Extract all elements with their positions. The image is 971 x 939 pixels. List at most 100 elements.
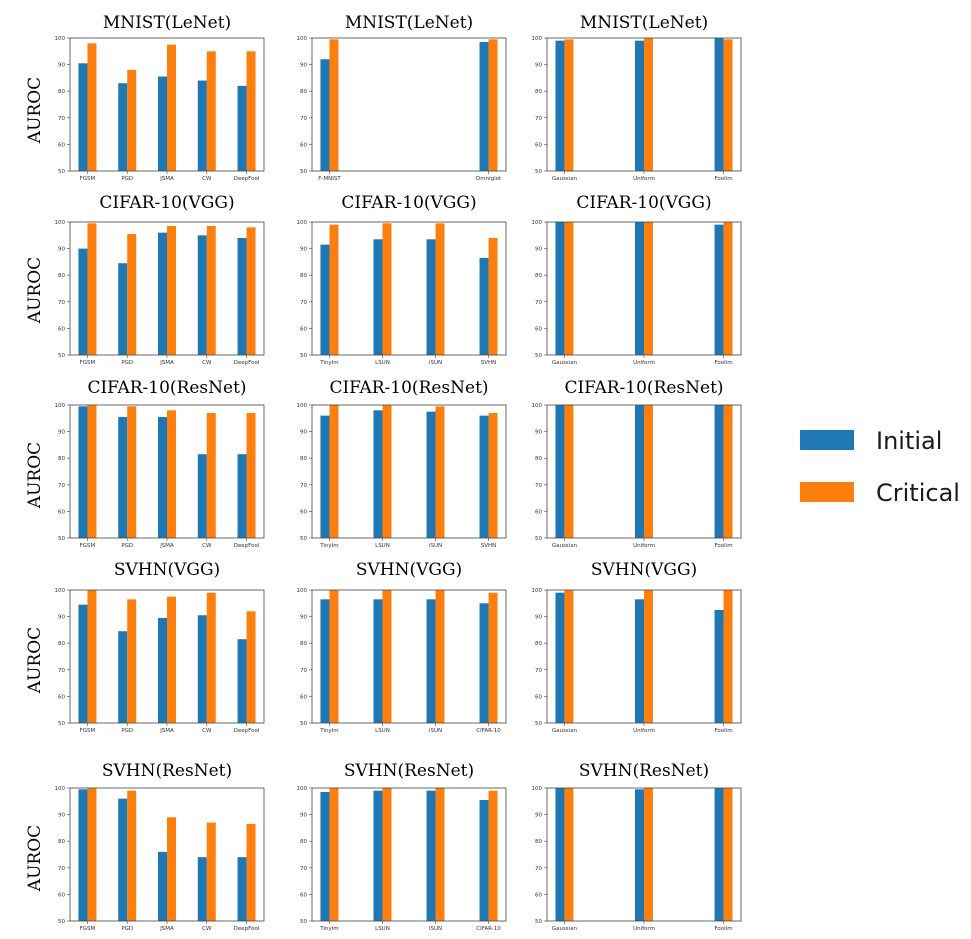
bar-initial-cifar-10 xyxy=(479,799,489,921)
y-tick-label: 50 xyxy=(300,721,307,727)
bar-critical-gaussian xyxy=(564,222,574,355)
y-tick-label: 70 xyxy=(58,483,65,489)
x-tick-label: Gaussian xyxy=(552,728,578,734)
bar-critical-jsma xyxy=(167,596,176,723)
bar-initial-cifar-10 xyxy=(479,603,489,723)
y-tick-label: 70 xyxy=(535,300,542,306)
y-tick-label: 50 xyxy=(300,169,307,175)
chart-panel-8: CIFAR-10(ResNet) 50 60 70 80 90 100 TinyIm LSUN i… xyxy=(297,378,507,549)
bar-critical-deepfool xyxy=(246,51,256,171)
y-tick-label: 90 xyxy=(535,247,542,253)
x-tick-label: CIFAR-10 xyxy=(476,728,501,734)
bar-initial-deepfool xyxy=(237,237,247,355)
y-tick-label: 50 xyxy=(58,721,65,727)
bar-critical-gaussian xyxy=(564,405,574,538)
bar-initial-gaussian xyxy=(555,222,565,355)
bar-initial-isun xyxy=(426,599,436,723)
bar-critical-svhn xyxy=(488,412,498,538)
bar-initial-isun xyxy=(426,239,436,355)
x-tick-label: Foolim xyxy=(714,926,732,932)
y-tick-label: 50 xyxy=(535,536,542,542)
y-tick-label: 60 xyxy=(58,509,65,515)
plot-frame xyxy=(311,221,507,356)
x-tick-label: PGD xyxy=(121,176,133,182)
bar-initial-lsun xyxy=(373,790,383,921)
chart-title: MNIST(LeNet) xyxy=(580,13,708,33)
chart-panel-12: SVHN(VGG) 50 60 70 80 90 100 Gaussian Uniform Foo… xyxy=(532,560,742,734)
x-tick-label: Gaussian xyxy=(552,543,578,549)
bar-critical-fgsm xyxy=(87,43,97,171)
y-tick-label: 100 xyxy=(532,36,543,42)
bar-initial-deepfool xyxy=(237,454,247,538)
x-tick-label: DeepFool xyxy=(234,926,260,932)
chart-panel-6: CIFAR-10(VGG) 50 60 70 80 90 100 Gaussian Unifor… xyxy=(532,193,742,366)
x-tick-label: Gaussian xyxy=(552,176,578,182)
x-tick-label: LSUN xyxy=(375,543,390,549)
bar-critical-lsun xyxy=(382,590,392,723)
bar-initial-deepfool xyxy=(237,857,247,921)
bar-initial-uniform xyxy=(635,599,644,723)
y-tick-label: 70 xyxy=(300,668,307,674)
y-tick-label: 100 xyxy=(55,36,66,42)
chart-title: SVHN(VGG) xyxy=(114,560,220,580)
plot-frame xyxy=(311,787,507,922)
chart-panel-5: CIFAR-10(VGG) 50 60 70 80 90 100 TinyIm LSUN iSUN… xyxy=(297,193,507,366)
chart-panel-10: SVHN(VGG) 50 60 70 80 90 100 FGSM PGD JSMA CW DeepF… xyxy=(55,560,265,734)
bar-critical-pgd xyxy=(127,599,137,723)
plot-frame xyxy=(311,37,507,172)
y-tick-label: 100 xyxy=(55,786,66,792)
x-tick-label: Foolim xyxy=(714,728,732,734)
y-tick-label: 80 xyxy=(58,456,65,462)
bar-critical-cw xyxy=(206,822,216,921)
bar-initial-fgsm xyxy=(78,789,88,921)
legend: Initial Critical xyxy=(800,427,960,507)
bar-critical-isun xyxy=(435,590,445,723)
legend-label-initial: Initial xyxy=(876,427,942,455)
bar-initial-pgd xyxy=(118,798,128,921)
chart-title: MNIST(LeNet) xyxy=(103,13,231,33)
chart-panel-11: SVHN(VGG) 50 60 70 80 90 100 TinyIm LSUN iSUN CIFA… xyxy=(297,560,507,734)
bar-initial-cw xyxy=(197,80,207,171)
bar-critical-tinyim xyxy=(329,224,339,355)
y-tick-label: 100 xyxy=(297,36,308,42)
bar-critical-pgd xyxy=(127,406,137,538)
bar-critical-cw xyxy=(206,592,216,723)
y-tick-label: 80 xyxy=(535,456,542,462)
y-tick-label: 60 xyxy=(300,142,307,148)
plot-frame xyxy=(546,787,742,922)
chart-panel-15: SVHN(ResNet) 50 60 70 80 90 100 Gaussian Uniform… xyxy=(532,761,742,932)
y-tick-label: 50 xyxy=(58,536,65,542)
y-tick-label: 80 xyxy=(58,641,65,647)
x-tick-label: CW xyxy=(202,176,212,182)
chart-panels: MNIST(LeNet) 50 60 70 80 90 100 FGSM PGD JSMA CW De… xyxy=(55,13,742,932)
y-tick-label: 60 xyxy=(535,509,542,515)
bar-critical-gaussian xyxy=(564,39,574,171)
x-tick-label: Uniform xyxy=(633,926,655,932)
x-tick-label: LSUN xyxy=(375,926,390,932)
y-axis-label: AUROC xyxy=(25,825,45,892)
bar-initial-gaussian xyxy=(555,405,565,538)
legend-swatch-critical xyxy=(800,482,854,502)
x-tick-label: Gaussian xyxy=(552,926,578,932)
x-tick-label: CW xyxy=(202,728,212,734)
y-tick-label: 60 xyxy=(300,892,307,898)
bar-critical-deepfool xyxy=(246,611,256,723)
plot-frame xyxy=(69,37,265,172)
x-tick-label: Uniform xyxy=(633,728,655,734)
y-tick-label: 80 xyxy=(58,839,65,845)
bar-initial-cw xyxy=(197,454,207,538)
y-tick-label: 60 xyxy=(535,142,542,148)
bar-critical-uniform xyxy=(644,38,653,171)
bar-initial-jsma xyxy=(158,232,167,355)
y-tick-label: 100 xyxy=(297,786,308,792)
bar-initial-tinyim xyxy=(320,244,330,355)
chart-panel-2: MNIST(LeNet) 50 60 70 80 90 100 F-MNIST Omniglot xyxy=(297,13,507,182)
x-tick-label: TinyIm xyxy=(319,728,338,734)
plot-frame xyxy=(546,37,742,172)
bar-critical-tinyim xyxy=(329,590,339,723)
y-tick-label: 60 xyxy=(300,326,307,332)
x-tick-label: CIFAR-10 xyxy=(476,926,501,932)
y-tick-label: 80 xyxy=(300,456,307,462)
y-axis-label: AUROC xyxy=(25,257,45,324)
y-tick-label: 80 xyxy=(535,839,542,845)
